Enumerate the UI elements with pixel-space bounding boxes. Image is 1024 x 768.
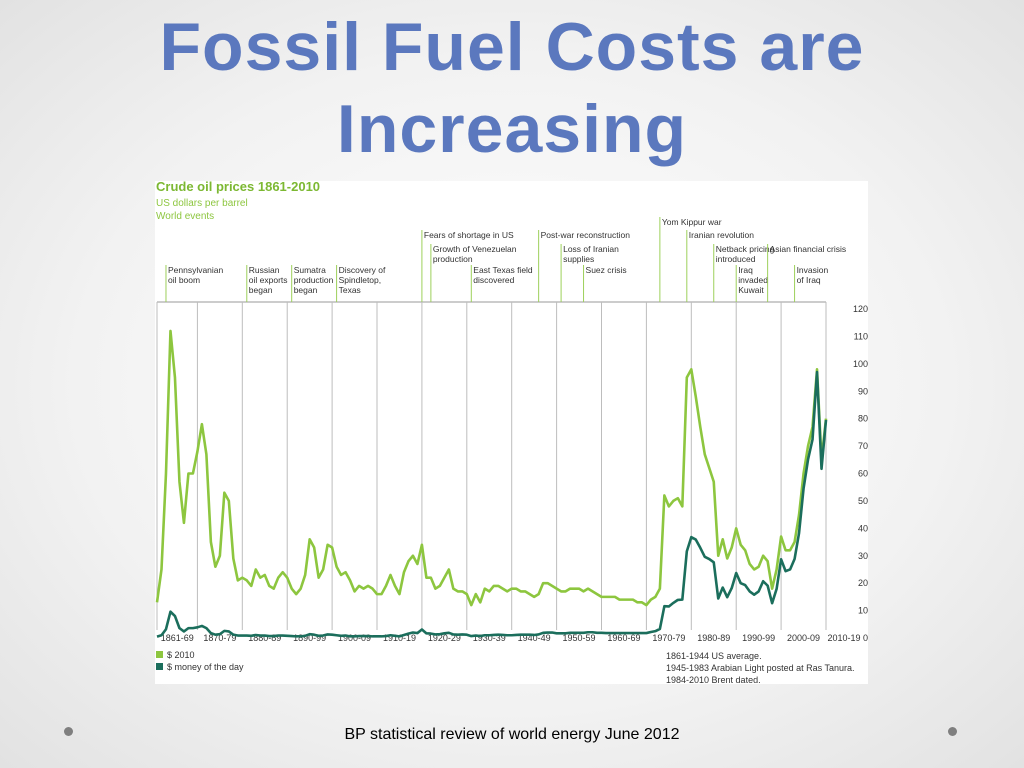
chart-subtitle: US dollars per barrel	[156, 198, 248, 209]
series-line	[155, 329, 828, 607]
y-tick-label: 20	[858, 578, 868, 588]
x-tick-label: 1970-79	[652, 633, 685, 643]
event-label: of Iraq	[797, 275, 821, 285]
y-tick-label: 50	[858, 496, 868, 506]
chart-title: Crude oil prices 1861-2010	[156, 179, 320, 194]
x-tick-label: 1910-19	[383, 633, 416, 643]
y-tick-label: 100	[853, 359, 868, 369]
event-label: East Texas field	[473, 265, 533, 275]
event-label: production	[433, 254, 473, 264]
events-heading: World events	[156, 211, 214, 222]
y-tick-label: 40	[858, 523, 868, 533]
event-label: Discovery of	[339, 265, 386, 275]
source: BP statistical review of world energy Ju…	[344, 726, 680, 743]
slide-title: Fossil Fuel Costs are Increasing	[159, 9, 865, 167]
x-tick-label: 1940-49	[518, 633, 551, 643]
event-label: Loss of Iranian	[563, 244, 619, 254]
x-tick-label: 1960-69	[607, 633, 640, 643]
x-tick-label: 1861-69	[161, 633, 194, 643]
event-label: Sumatra	[294, 265, 326, 275]
series-line	[156, 370, 828, 638]
y-tick-label: 90	[858, 386, 868, 396]
x-tick-label: 1900-09	[338, 633, 371, 643]
y-tick-label: 30	[858, 551, 868, 561]
legend-label: $ 2010	[167, 650, 195, 660]
event-label: Fears of shortage in US	[424, 230, 514, 240]
note: 1945-1983 Arabian Light posted at Ras Ta…	[666, 663, 854, 673]
bullet-dot	[948, 727, 957, 736]
event-label: Russian	[249, 265, 280, 275]
event-label: invaded	[738, 275, 768, 285]
x-tick-label: 1990-99	[742, 633, 775, 643]
event-label: began	[294, 285, 318, 295]
y-tick-label: 70	[858, 441, 868, 451]
event-label: supplies	[563, 254, 594, 264]
event-label: Growth of Venezuelan	[433, 244, 517, 254]
event-label: Asian financial crisis	[770, 244, 847, 254]
legend-label: $ money of the day	[167, 662, 244, 672]
note: 1861-1944 US average.	[666, 651, 762, 661]
x-tick-label: 1920-29	[428, 633, 461, 643]
y-tick-label: 0	[863, 633, 868, 643]
legend-swatch	[156, 651, 163, 658]
bullet-dot	[64, 727, 73, 736]
x-tick-label: 2010-19	[827, 633, 860, 643]
y-tick-label: 10	[858, 606, 868, 616]
y-tick-label: 110	[854, 331, 868, 341]
event-label: Texas	[339, 285, 361, 295]
x-tick-label: 2000-09	[787, 633, 820, 643]
event-label: Netback pricing	[716, 244, 775, 254]
event-label: oil boom	[168, 275, 200, 285]
event-label: Pennsylvanian	[168, 265, 224, 275]
x-tick-label: 1890-99	[293, 633, 326, 643]
y-tick-label: 80	[858, 414, 868, 424]
y-tick-label: 120	[853, 304, 868, 314]
event-label: Suez crisis	[586, 265, 627, 275]
note: 1984-2010 Brent dated.	[666, 675, 761, 685]
x-tick-label: 1980-89	[697, 633, 730, 643]
event-label: Invasion	[797, 265, 829, 275]
event-label: Iranian revolution	[689, 230, 754, 240]
event-label: Kuwait	[738, 285, 764, 295]
event-label: oil exports	[249, 275, 288, 285]
event-label: Iraq	[738, 265, 753, 275]
x-tick-label: 1880-89	[248, 633, 281, 643]
x-tick-label: 1930-39	[473, 633, 506, 643]
y-tick-label: 60	[858, 469, 868, 479]
event-label: began	[249, 285, 273, 295]
x-tick-label: 1870-79	[203, 633, 236, 643]
event-label: Yom Kippur war	[662, 217, 722, 227]
x-tick-label: 1950-59	[563, 633, 596, 643]
legend-swatch	[156, 663, 163, 670]
event-label: introduced	[716, 254, 756, 264]
event-label: Spindletop,	[339, 275, 382, 285]
event-label: production	[294, 275, 334, 285]
event-label: Post-war reconstruction	[541, 230, 631, 240]
event-label: discovered	[473, 275, 514, 285]
